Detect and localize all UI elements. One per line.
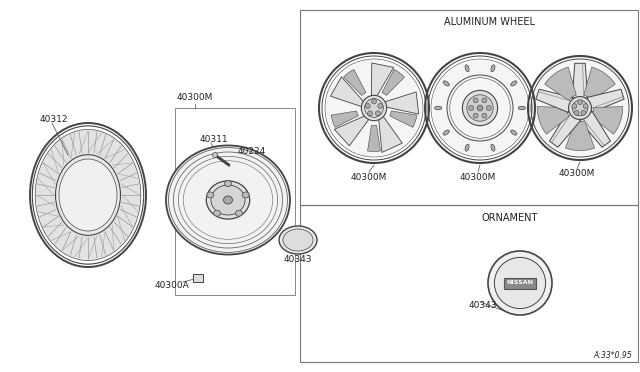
Ellipse shape [443,130,449,135]
Polygon shape [384,92,419,114]
Text: 40300A: 40300A [155,280,189,289]
Polygon shape [379,116,403,153]
Ellipse shape [491,144,495,151]
Text: 40300M: 40300M [460,173,496,182]
Circle shape [572,100,588,116]
Polygon shape [536,89,573,112]
Ellipse shape [236,210,243,216]
Circle shape [378,103,383,109]
Text: ORNAMENT: ORNAMENT [482,213,538,223]
Polygon shape [334,116,369,146]
Polygon shape [587,89,624,112]
Circle shape [365,99,383,117]
Text: 40312: 40312 [40,115,68,125]
Ellipse shape [511,130,517,135]
Text: 40224: 40224 [238,148,266,157]
Circle shape [365,103,370,109]
Polygon shape [566,121,595,151]
Text: 40343: 40343 [284,256,312,264]
Circle shape [432,60,528,156]
Circle shape [583,104,588,109]
Circle shape [362,95,387,121]
Ellipse shape [207,192,214,198]
Text: 40343: 40343 [469,301,497,310]
Circle shape [326,60,422,156]
Circle shape [473,113,478,118]
Text: 40300M: 40300M [177,93,213,103]
Polygon shape [572,63,588,98]
Polygon shape [382,70,404,96]
Circle shape [532,60,628,156]
Ellipse shape [223,196,232,204]
Circle shape [486,106,492,110]
Bar [300,10,638,205]
Text: ALUMINUM WHEEL: ALUMINUM WHEEL [445,17,536,27]
Bar [175,108,295,295]
Ellipse shape [225,181,232,187]
Bar [300,205,638,362]
Ellipse shape [36,130,140,260]
Circle shape [477,105,483,111]
Circle shape [577,100,582,105]
Polygon shape [550,111,580,147]
Polygon shape [390,111,417,127]
Polygon shape [371,63,394,97]
Polygon shape [344,70,366,96]
Circle shape [371,99,376,104]
Ellipse shape [211,185,245,215]
Ellipse shape [465,144,469,151]
Ellipse shape [214,210,221,216]
Circle shape [482,98,487,103]
Ellipse shape [166,145,290,254]
Circle shape [568,97,591,119]
Text: NISSAN: NISSAN [506,280,534,285]
Circle shape [494,257,545,309]
Ellipse shape [465,65,469,72]
Text: 40300M: 40300M [351,173,387,182]
Ellipse shape [443,81,449,86]
Circle shape [581,110,586,115]
Circle shape [482,113,487,118]
Circle shape [212,153,218,157]
Circle shape [488,251,552,315]
Ellipse shape [283,229,313,251]
Ellipse shape [511,81,517,86]
Polygon shape [538,106,570,134]
Ellipse shape [56,155,120,235]
Circle shape [376,111,380,116]
Ellipse shape [435,106,442,110]
Ellipse shape [59,159,117,231]
Ellipse shape [242,192,249,198]
FancyBboxPatch shape [504,278,536,289]
Circle shape [462,90,498,126]
Ellipse shape [491,65,495,72]
Circle shape [473,98,478,103]
Polygon shape [545,67,576,100]
Ellipse shape [279,226,317,254]
Ellipse shape [206,181,250,219]
Text: 40311: 40311 [200,135,228,144]
Polygon shape [330,77,364,107]
Polygon shape [591,106,623,134]
Text: 40300M: 40300M [559,170,595,179]
Text: A:33*0.95: A:33*0.95 [593,352,632,360]
Circle shape [572,104,577,109]
Ellipse shape [55,154,121,236]
Ellipse shape [518,106,525,110]
Polygon shape [584,67,615,100]
Polygon shape [579,111,611,147]
Polygon shape [331,111,358,127]
Circle shape [367,111,372,116]
Circle shape [467,95,493,121]
Circle shape [574,110,579,115]
Bar [193,274,203,282]
Circle shape [468,106,474,110]
Polygon shape [367,125,380,151]
